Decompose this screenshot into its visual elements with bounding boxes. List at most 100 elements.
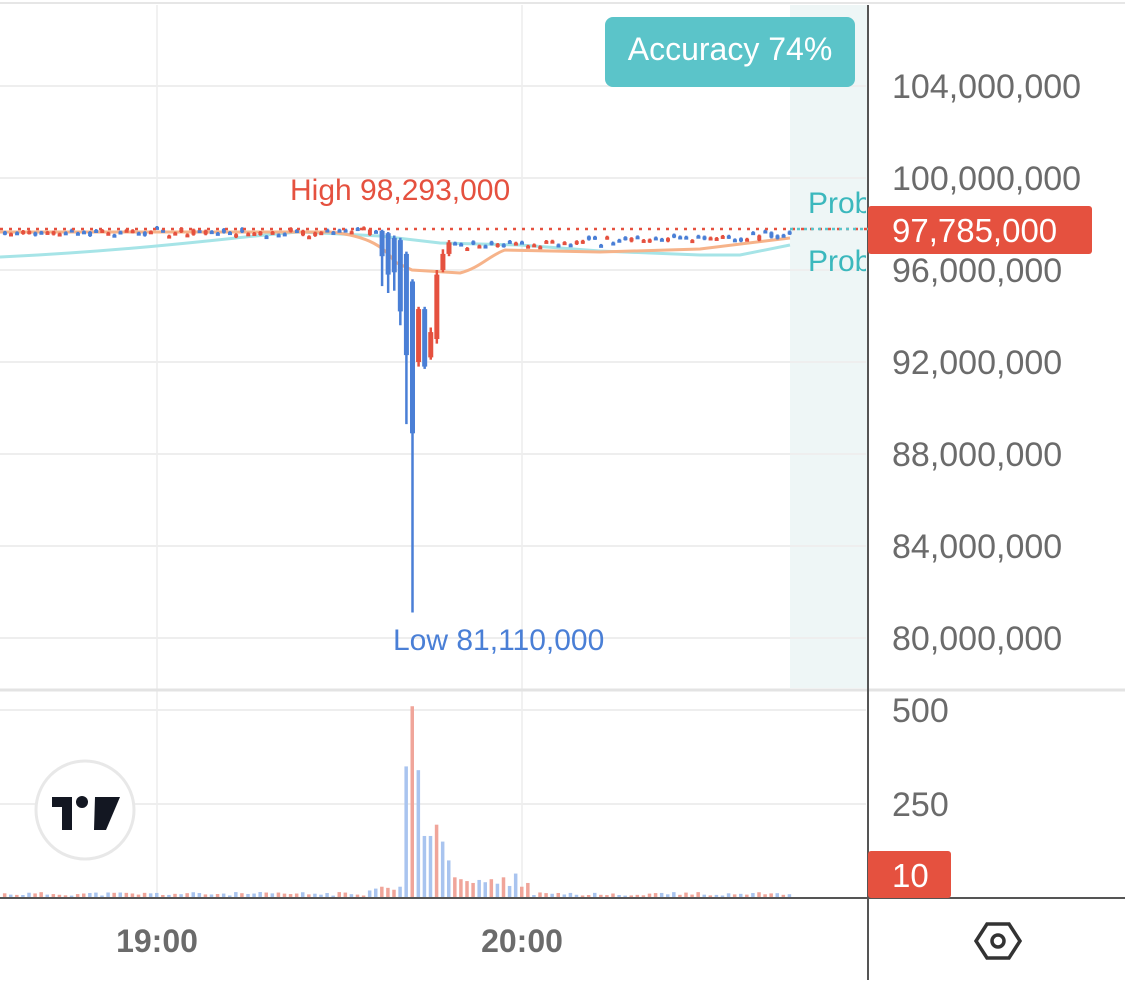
volume-bar xyxy=(88,892,92,898)
volume-bar xyxy=(392,889,396,898)
volume-bar xyxy=(361,895,366,898)
volume-bar xyxy=(288,894,293,898)
prob-label-upper: Prob xyxy=(808,187,871,220)
candle-body xyxy=(252,232,257,236)
volume-bar xyxy=(398,886,402,898)
candle-body xyxy=(586,236,591,240)
candle-body xyxy=(708,237,713,241)
volume-bar xyxy=(136,894,141,898)
volume-bar xyxy=(246,893,250,898)
volume-bar xyxy=(501,877,506,898)
volume-bar xyxy=(282,893,287,898)
low-label: Low 81,110,000 xyxy=(393,624,604,657)
volume-bar xyxy=(161,894,165,898)
candle-body xyxy=(471,241,476,245)
volume-bar xyxy=(9,894,13,898)
volume-bar xyxy=(739,893,743,898)
candle-body xyxy=(568,244,573,248)
candle-body xyxy=(422,309,428,367)
candle-body xyxy=(635,236,640,240)
candle-body xyxy=(641,239,646,243)
hexagon-settings-icon[interactable] xyxy=(973,922,1023,960)
volume-bar xyxy=(714,894,719,898)
accuracy-label: Accuracy 74% xyxy=(628,31,833,67)
tradingview-logo[interactable] xyxy=(34,759,136,861)
candle-body xyxy=(757,235,762,241)
candle-body xyxy=(240,228,245,233)
volume-bar xyxy=(380,886,384,898)
volume-bar xyxy=(234,892,238,898)
volume-bar xyxy=(520,886,524,898)
volume-bar xyxy=(2,893,7,898)
candle-body xyxy=(513,242,518,246)
volume-bar xyxy=(653,893,658,898)
candle-body xyxy=(313,232,318,236)
candle-body xyxy=(173,232,178,236)
volume-bar xyxy=(15,894,19,898)
price-axis[interactable]: 80,000,000 84,000,000 88,000,000 92,000,000… xyxy=(892,68,1081,658)
candle-body xyxy=(495,243,500,247)
volume-bar xyxy=(75,894,80,898)
candle-body xyxy=(15,232,20,236)
candle-body xyxy=(27,231,32,235)
candle-body xyxy=(343,229,348,233)
volume-bar xyxy=(197,893,202,898)
volume-bar xyxy=(562,894,567,898)
volume-bar xyxy=(325,893,329,898)
candle-body xyxy=(696,235,701,239)
volume-bar xyxy=(130,893,135,898)
volume-bar xyxy=(489,879,494,898)
candle-body xyxy=(185,234,190,238)
volume-bar xyxy=(422,835,427,898)
volume-bar xyxy=(191,892,195,898)
price-tick-label: 80,000,000 xyxy=(892,620,1062,658)
volume-bar xyxy=(471,882,475,898)
volume-bar xyxy=(440,841,445,898)
tv-logo-dot xyxy=(76,796,88,808)
volume-bar xyxy=(459,879,463,898)
candle-body xyxy=(489,241,494,245)
volume-axis[interactable]: 250 500 xyxy=(892,692,949,824)
volume-bar xyxy=(185,893,189,898)
candle-body xyxy=(465,248,470,252)
candle-body xyxy=(787,231,792,235)
volume-bar xyxy=(763,894,767,898)
volume-bar xyxy=(702,894,706,898)
volume-bar xyxy=(526,882,530,898)
candle-body xyxy=(307,236,312,240)
candle-body xyxy=(148,231,153,235)
last-price-badge: 97,785,000 xyxy=(868,206,1092,254)
candle-body xyxy=(355,228,360,232)
candle-body xyxy=(653,237,658,241)
volume-bar xyxy=(258,892,262,898)
volume-bar xyxy=(100,895,104,898)
accuracy-badge[interactable]: Accuracy 74% xyxy=(605,17,855,87)
candle-body xyxy=(69,229,74,233)
candle-body xyxy=(763,230,768,234)
volume-bar xyxy=(173,893,177,898)
volume-bar xyxy=(434,824,439,898)
candle-body xyxy=(374,230,378,234)
volume-bar xyxy=(294,893,299,898)
candle-body xyxy=(690,240,695,244)
volume-bar xyxy=(155,892,159,898)
candle-body xyxy=(751,232,756,236)
candle-body xyxy=(714,237,719,241)
candle-body xyxy=(349,231,354,235)
candle-body xyxy=(678,236,683,240)
volume-bar xyxy=(544,893,548,898)
price-tick-label: 88,000,000 xyxy=(892,436,1062,474)
volume-bar xyxy=(538,892,542,898)
time-tick-label: 19:00 xyxy=(116,923,198,959)
candle-body xyxy=(367,229,372,235)
volume-bar xyxy=(221,893,226,898)
volume-tick-label: 250 xyxy=(892,786,949,824)
candle-body xyxy=(276,234,281,238)
volume-bar xyxy=(586,895,591,898)
volume-bar xyxy=(647,893,652,898)
volume-bar xyxy=(33,893,37,898)
tv-logo-mark xyxy=(52,797,72,830)
volume-bar xyxy=(447,860,451,898)
